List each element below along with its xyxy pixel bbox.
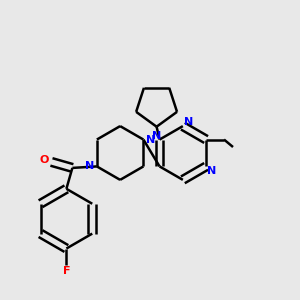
Text: F: F bbox=[63, 266, 70, 276]
Text: N: N bbox=[146, 134, 155, 145]
Text: N: N bbox=[184, 117, 194, 127]
Text: N: N bbox=[85, 161, 94, 171]
Text: O: O bbox=[39, 155, 49, 166]
Text: N: N bbox=[208, 166, 217, 176]
Text: N: N bbox=[152, 131, 161, 141]
